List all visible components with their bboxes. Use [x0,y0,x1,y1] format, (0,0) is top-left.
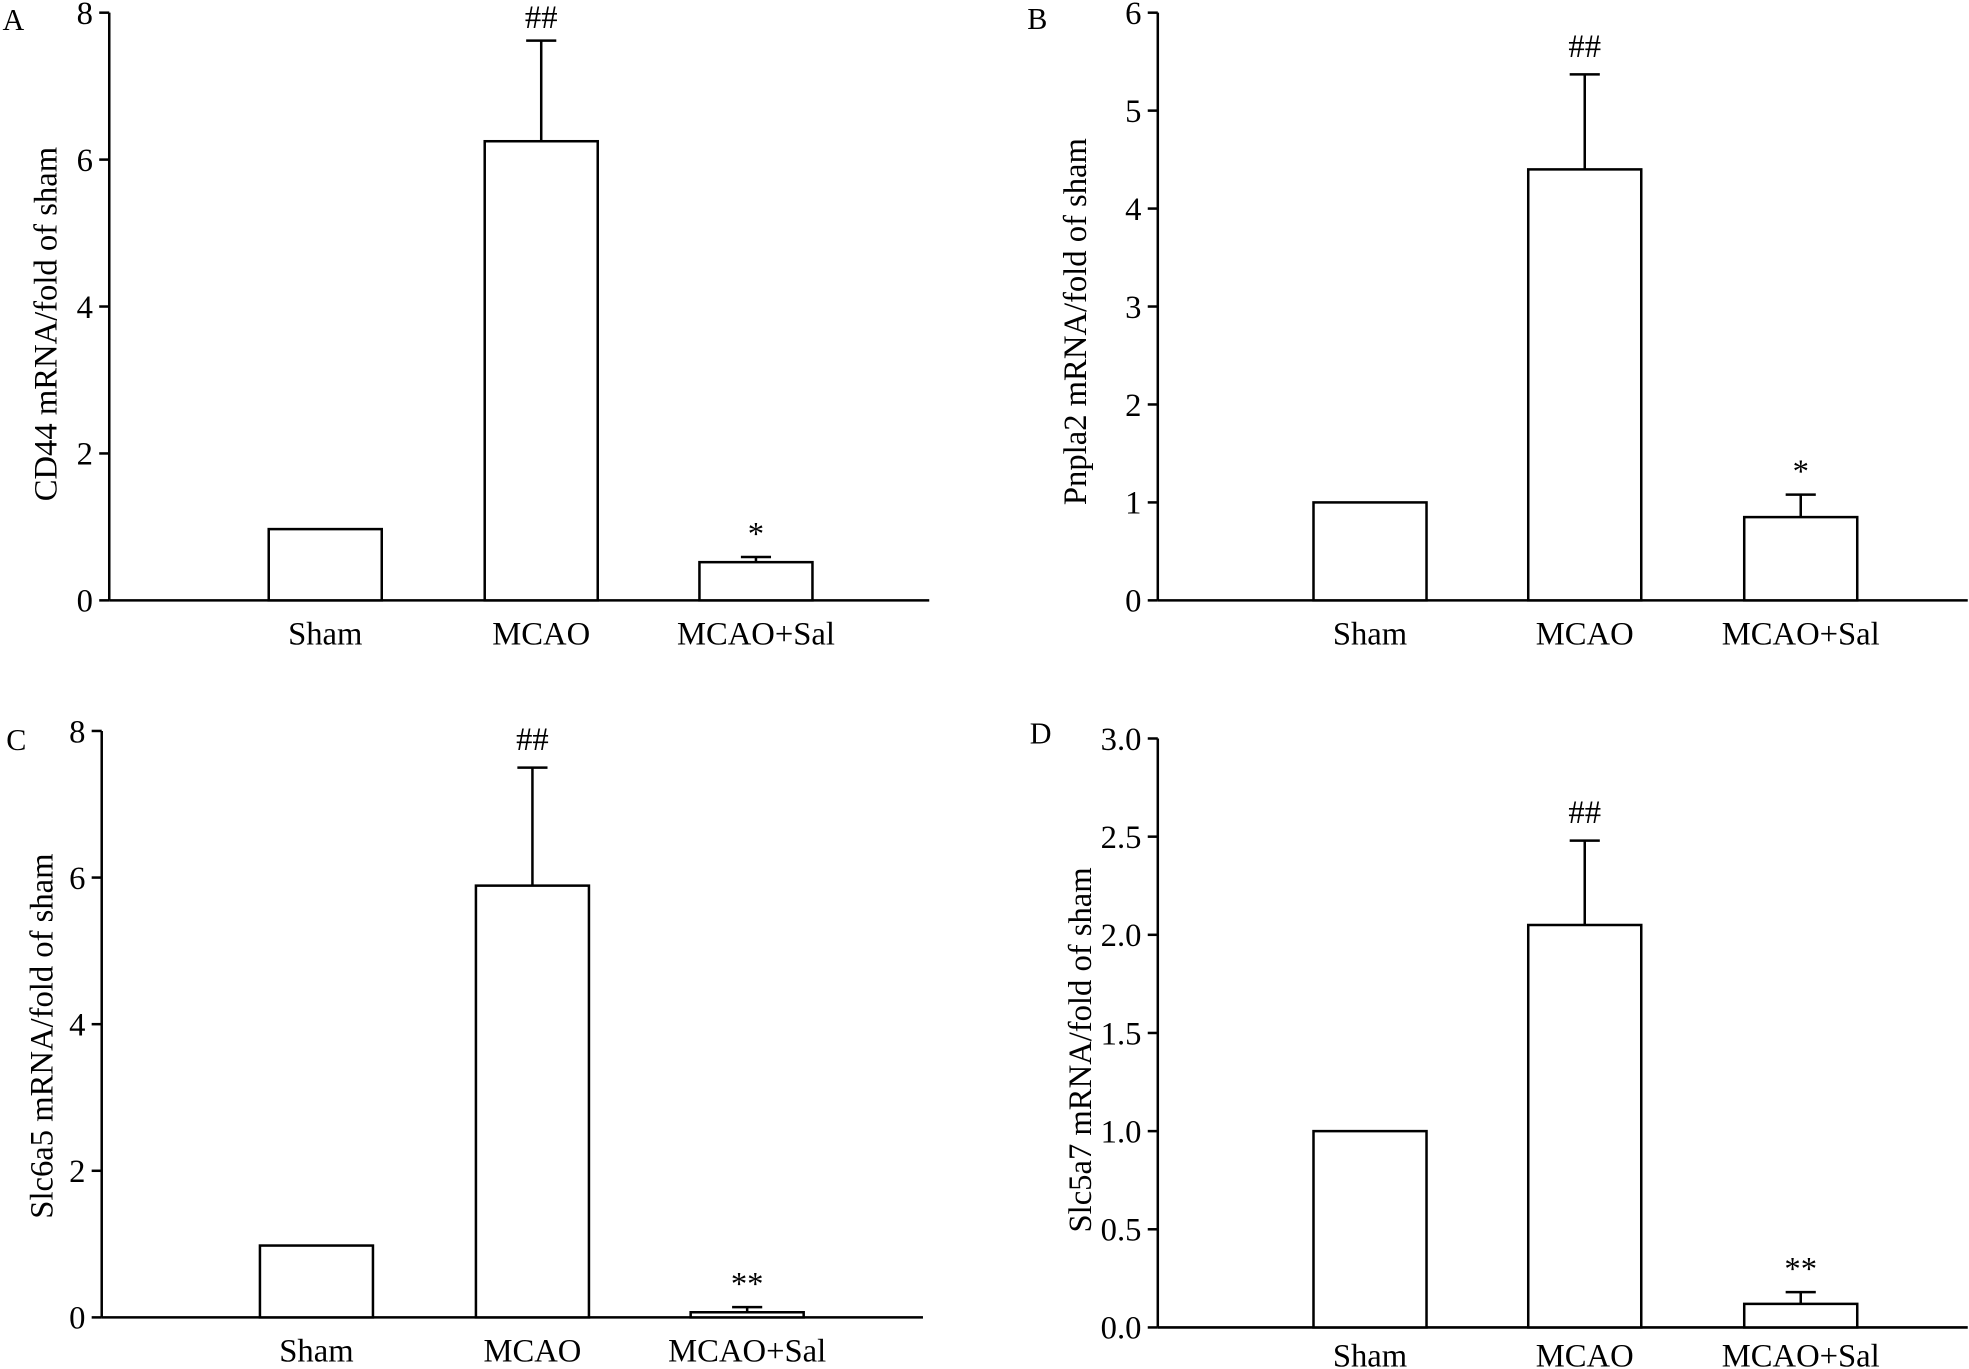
y-axis-label: Slc6a5 mRNA/fold of sham [25,854,61,1219]
x-tick-label-sham: Sham [279,1333,353,1369]
bar-sham [258,1244,375,1319]
bar-mcao [474,884,591,1319]
x-tick-label-sham: Sham [288,616,362,652]
panel-label: A [3,3,25,37]
bar-mcao [1526,168,1643,602]
x-tick-label-mcao: MCAO [483,1333,581,1369]
x-tick-label-sham: Sham [1333,1338,1407,1369]
panel-label: C [6,723,26,757]
y-tick-label: 1.0 [1101,1114,1142,1150]
bar-sham [1312,501,1428,602]
y-tick-label: 2.5 [1101,820,1142,856]
y-tick-label: 3 [1125,290,1141,326]
panel-label: D [1030,717,1052,751]
bar-sham [1312,1129,1428,1329]
y-tick-label: 3.0 [1101,722,1142,758]
y-axis-label: CD44 mRNA/fold of sham [29,147,65,501]
y-tick-label: 6 [77,143,93,179]
y-tick-label: 2 [1125,388,1141,424]
panel-a: A 0 2 4 6 8 CD44 mRNA/fold of sham Sham ## MCAO * M… [3,0,930,652]
y-axis-label: Pnpla2 mRNA/fold of sham [1058,138,1094,505]
y-tick-label: 2 [77,437,93,473]
x-tick-label-mcao-sal: MCAO+Sal [677,616,835,652]
bar-mcao-sal [1742,515,1859,602]
panel-d: D 0.0 0.5 1.0 1.5 2.0 2.5 3.0 Slc5a7 mRNA/fold o… [1030,717,1968,1369]
significance-annotation-mcao-sal: ** [731,1267,764,1303]
x-tick-label-mcao-sal: MCAO+Sal [1722,616,1880,652]
y-tick-label: 2 [69,1154,85,1190]
y-tick-label: 0.0 [1101,1311,1142,1347]
y-tick-label: 1 [1125,486,1141,522]
y-tick-label: 4 [1125,192,1141,228]
significance-annotation-mcao: ## [516,722,549,758]
y-tick-label: 0 [1125,584,1141,620]
panel-b: B 0 1 2 3 4 5 6 Pnpla2 mRNA/fold of sham Sham ## MC… [1027,0,1968,652]
y-tick-label: 4 [77,290,93,326]
y-axis-label: Slc5a7 mRNA/fold of sham [1063,867,1099,1232]
y-tick-label: 1.5 [1101,1016,1142,1052]
y-tick-label: 2.0 [1101,918,1142,954]
significance-annotation-mcao: ## [1568,795,1601,831]
y-tick-label: 6 [1125,0,1141,32]
y-tick-label: 6 [69,861,85,897]
y-tick-label: 8 [69,714,85,750]
x-tick-label-mcao-sal: MCAO+Sal [1722,1338,1880,1369]
panel-label: B [1027,2,1047,36]
y-tick-label: 0 [77,584,93,620]
bar-mcao [483,139,599,602]
y-tick-label: 4 [69,1007,85,1043]
significance-annotation-mcao-sal: * [748,516,764,552]
x-tick-label-mcao: MCAO [1536,1338,1634,1369]
y-tick-label: 5 [1125,94,1141,130]
bar-mcao-sal [1742,1302,1859,1329]
significance-annotation-mcao-sal: * [1793,454,1809,490]
significance-annotation-mcao: ## [525,0,558,36]
x-tick-label-mcao: MCAO [492,616,590,652]
x-tick-label-mcao-sal: MCAO+Sal [668,1333,826,1369]
x-tick-label-sham: Sham [1333,616,1407,652]
x-tick-label-mcao: MCAO [1536,616,1634,652]
significance-annotation-mcao-sal: ** [1784,1252,1817,1288]
significance-annotation-mcao: ## [1568,29,1601,65]
bar-mcao-sal [698,560,814,602]
panel-c: C 0 2 4 6 8 Slc6a5 mRNA/fold of sham Sham ## MCAO… [6,714,923,1369]
y-tick-label: 8 [77,0,93,32]
y-tick-label: 0 [69,1301,85,1337]
bar-mcao [1526,923,1643,1329]
bar-sham [267,527,384,602]
y-tick-label: 0.5 [1101,1213,1142,1249]
bar-mcao-sal [689,1311,805,1319]
